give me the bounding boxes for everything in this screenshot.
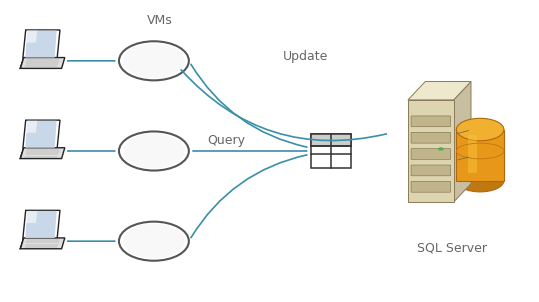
Polygon shape: [468, 135, 476, 173]
Polygon shape: [25, 31, 57, 58]
Circle shape: [123, 43, 185, 78]
Polygon shape: [20, 238, 65, 249]
Text: Update: Update: [283, 50, 328, 63]
Ellipse shape: [457, 169, 504, 192]
FancyBboxPatch shape: [411, 182, 451, 192]
Text: Query: Query: [208, 134, 246, 147]
FancyBboxPatch shape: [411, 149, 451, 159]
Circle shape: [119, 131, 189, 171]
Ellipse shape: [457, 118, 504, 141]
Polygon shape: [23, 210, 60, 239]
Polygon shape: [25, 121, 57, 148]
FancyArrowPatch shape: [191, 155, 307, 237]
Polygon shape: [19, 148, 24, 159]
Polygon shape: [26, 211, 37, 223]
Polygon shape: [311, 134, 351, 146]
FancyArrowPatch shape: [191, 65, 307, 147]
Text: SQL Server: SQL Server: [417, 241, 487, 254]
Polygon shape: [408, 100, 454, 202]
Circle shape: [123, 134, 185, 168]
Circle shape: [438, 147, 444, 151]
Polygon shape: [408, 82, 471, 100]
Polygon shape: [454, 82, 471, 202]
Circle shape: [119, 41, 189, 80]
Polygon shape: [23, 30, 60, 58]
Polygon shape: [19, 238, 24, 249]
Polygon shape: [26, 31, 37, 43]
Circle shape: [123, 224, 185, 259]
Polygon shape: [311, 134, 351, 168]
Polygon shape: [20, 148, 65, 159]
Text: VMs: VMs: [147, 14, 172, 27]
FancyArrowPatch shape: [181, 70, 386, 140]
Circle shape: [119, 222, 189, 261]
Polygon shape: [26, 121, 37, 133]
Polygon shape: [25, 211, 57, 238]
Polygon shape: [19, 58, 24, 69]
Polygon shape: [23, 120, 60, 148]
FancyBboxPatch shape: [411, 116, 451, 127]
FancyBboxPatch shape: [411, 165, 451, 176]
Polygon shape: [20, 58, 65, 68]
FancyBboxPatch shape: [411, 132, 451, 143]
Polygon shape: [457, 130, 504, 181]
